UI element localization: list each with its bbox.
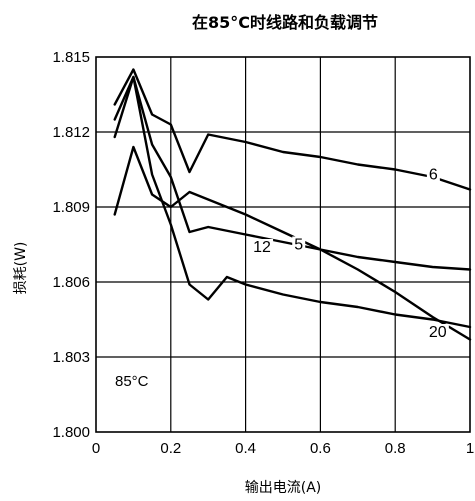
x-tick-label: 0 (92, 440, 100, 457)
x-axis-ticks: 0 0.2 0.4 0.6 0.8 1 (92, 440, 474, 457)
series-line-6 (113, 68, 472, 191)
x-tick-label: 0.6 (310, 440, 331, 457)
x-tick-label: 0.8 (385, 440, 406, 457)
y-axis-label: 损耗(W) (13, 242, 29, 295)
plot-frame (95, 56, 471, 433)
series-labels: 6 5 12 20 (251, 166, 449, 341)
x-tick-label: 1 (466, 440, 474, 457)
series-line-5 (113, 145, 472, 341)
grid (96, 57, 470, 432)
series-label-6: 6 (429, 167, 438, 184)
series-lines (113, 68, 472, 341)
series-label-bg (426, 324, 449, 341)
x-tick-label: 0.2 (160, 440, 181, 457)
chart-title: 在85°C时线路和负载调节 (192, 13, 378, 32)
y-tick-label: 1.803 (52, 349, 90, 366)
series-label-20: 20 (429, 324, 447, 341)
series-label-bg (292, 236, 306, 254)
series-line-20 (113, 75, 472, 329)
series-label-5: 5 (294, 237, 303, 254)
x-tick-label: 0.4 (235, 440, 256, 457)
x-axis-label: 输出电流(A) (245, 480, 322, 496)
y-tick-label: 1.809 (52, 199, 90, 216)
temperature-annotation: 85°C (115, 373, 149, 390)
y-tick-label: 1.806 (52, 274, 90, 291)
y-tick-label: 1.815 (52, 49, 90, 66)
series-label-bg (251, 239, 274, 256)
y-axis-ticks: 1.800 1.803 1.806 1.809 1.812 1.815 (52, 49, 90, 441)
series-line-12 (113, 75, 472, 271)
series-label-bg (426, 166, 440, 184)
series-label-12: 12 (253, 239, 271, 256)
y-tick-label: 1.800 (52, 424, 90, 441)
y-tick-label: 1.812 (52, 124, 90, 141)
